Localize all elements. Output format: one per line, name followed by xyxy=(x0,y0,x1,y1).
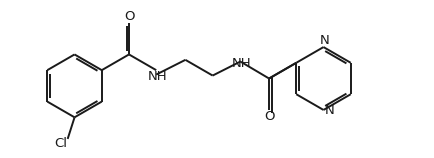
Text: O: O xyxy=(264,110,274,123)
Text: O: O xyxy=(124,10,134,23)
Text: N: N xyxy=(319,34,329,47)
Text: N: N xyxy=(325,104,335,117)
Text: NH: NH xyxy=(148,70,167,82)
Text: Cl: Cl xyxy=(54,137,67,150)
Text: NH: NH xyxy=(232,57,252,70)
